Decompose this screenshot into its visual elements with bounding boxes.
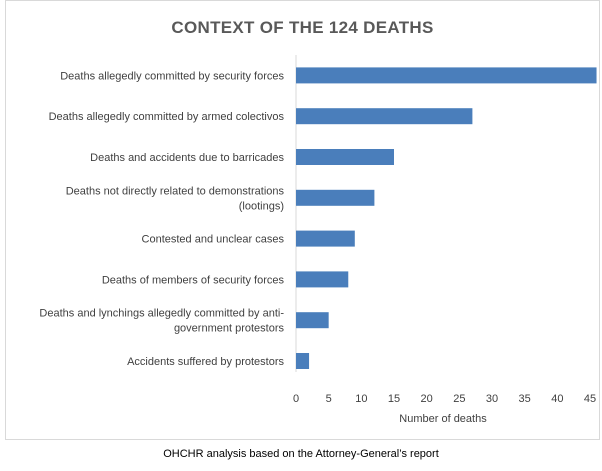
x-tick-label: 0 [293,393,299,405]
bar [296,108,473,125]
x-tick-label: 40 [551,393,563,405]
bar [296,149,394,165]
figure-caption: OHCHR analysis based on the Attorney-Gen… [163,448,439,460]
x-tick-label: 45 [584,393,596,405]
chart-title: CONTEXT OF THE 124 DEATHS [171,18,434,37]
x-axis-title: Number of deaths [399,413,487,425]
bar [296,312,329,329]
category-label: Accidents suffered by protestors [127,356,284,368]
category-label: Deaths and accidents due to barricades [90,152,284,164]
x-tick-label: 10 [355,393,367,405]
category-label: Deaths and lynchings allegedly committed… [39,308,284,335]
category-label: Contested and unclear cases [142,234,285,246]
x-tick-label: 30 [486,393,498,405]
x-tick-label: 15 [388,393,400,405]
x-tick-label: 35 [519,393,531,405]
category-label: Deaths not directly related to demonstra… [66,185,285,212]
bar-chart: Deaths allegedly committed by security f… [39,55,597,425]
bar [296,271,349,288]
bar [296,189,375,206]
bar [296,353,310,369]
x-tick-label: 20 [421,393,433,405]
x-tick-label: 5 [326,393,332,405]
bar [296,230,355,247]
category-label: Deaths allegedly committed by armed cole… [49,111,285,123]
x-tick-label: 25 [453,393,465,405]
category-label: Deaths of members of security forces [102,274,285,286]
category-label: Deaths allegedly committed by security f… [60,70,284,82]
bar [296,67,597,84]
